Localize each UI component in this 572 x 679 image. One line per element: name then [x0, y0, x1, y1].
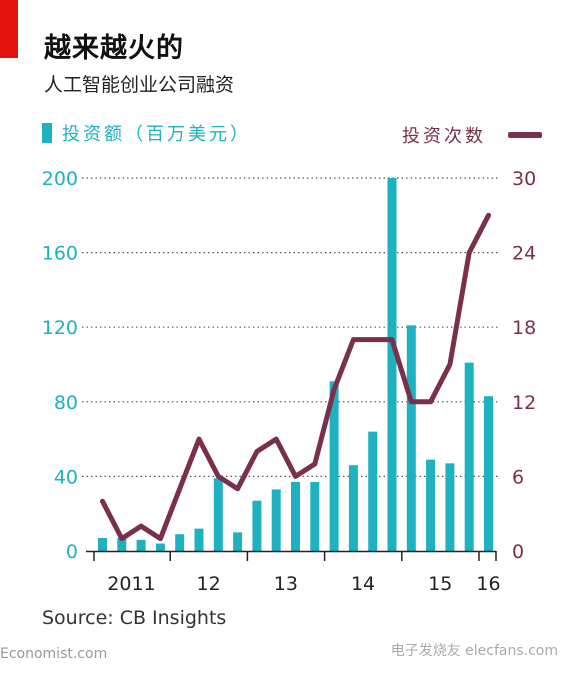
bar [194, 528, 204, 551]
legend-left: 投资额（百万美元） [42, 120, 251, 146]
legend-line-swatch [508, 132, 542, 138]
right-tick-label: 30 [512, 168, 536, 190]
left-tick-label: 0 [66, 541, 78, 563]
legend-left-label: 投资额（百万美元） [62, 124, 251, 145]
bar [387, 178, 397, 551]
bar [464, 362, 474, 551]
bar [233, 532, 243, 551]
chart-title: 越来越火的 [44, 33, 184, 64]
bar [329, 381, 339, 551]
bar [136, 539, 146, 551]
left-tick-label: 120 [42, 317, 78, 339]
right-tick-label: 6 [512, 466, 524, 488]
bar [175, 534, 185, 551]
left-tick-label: 40 [54, 466, 78, 488]
brand-text: Economist.com [0, 646, 108, 662]
right-tick-label: 18 [512, 317, 536, 339]
bar [348, 465, 358, 551]
left-axis-labels: 0 40 80 120 160 200 [42, 168, 78, 563]
x-tick-label: 14 [351, 573, 375, 595]
legend-right-label: 投资次数 [402, 126, 486, 147]
bar [213, 478, 223, 551]
bar [271, 489, 281, 551]
x-tick-label: 12 [197, 573, 221, 595]
bar [406, 325, 416, 551]
right-tick-label: 0 [512, 541, 524, 563]
gridlines [82, 177, 500, 477]
left-tick-label: 160 [42, 243, 78, 265]
legend-right: 投资次数 [402, 122, 542, 148]
left-tick-label: 80 [54, 392, 78, 414]
bar [98, 537, 107, 551]
bar [252, 500, 262, 551]
bar [484, 396, 493, 551]
chart-subtitle: 人工智能创业公司融资 [44, 74, 235, 96]
brand-red-tab [0, 0, 18, 58]
bar [368, 431, 378, 551]
right-tick-label: 12 [512, 392, 536, 414]
right-tick-label: 24 [512, 243, 536, 265]
x-axis: 2011 12 13 14 15 16 [86, 550, 501, 595]
x-tick-label: 2011 [107, 573, 155, 595]
bar [155, 543, 165, 551]
bars [98, 178, 493, 551]
bar [117, 537, 127, 551]
bar [426, 459, 436, 551]
right-axis-labels: 0 6 12 18 24 30 [512, 168, 536, 563]
x-tick-label: 13 [274, 573, 298, 595]
x-tick-label: 16 [476, 573, 500, 595]
bar [291, 481, 300, 551]
bar [310, 481, 320, 551]
line-path [100, 212, 491, 542]
source-note: Source: CB Insights [42, 607, 227, 629]
watermark-text: 电子发烧友 elecfans.com [390, 643, 558, 659]
x-tick-label: 15 [428, 573, 452, 595]
line-series [100, 212, 491, 542]
bar [445, 463, 455, 551]
left-tick-label: 200 [42, 168, 78, 190]
legend-bar-swatch [42, 123, 52, 143]
